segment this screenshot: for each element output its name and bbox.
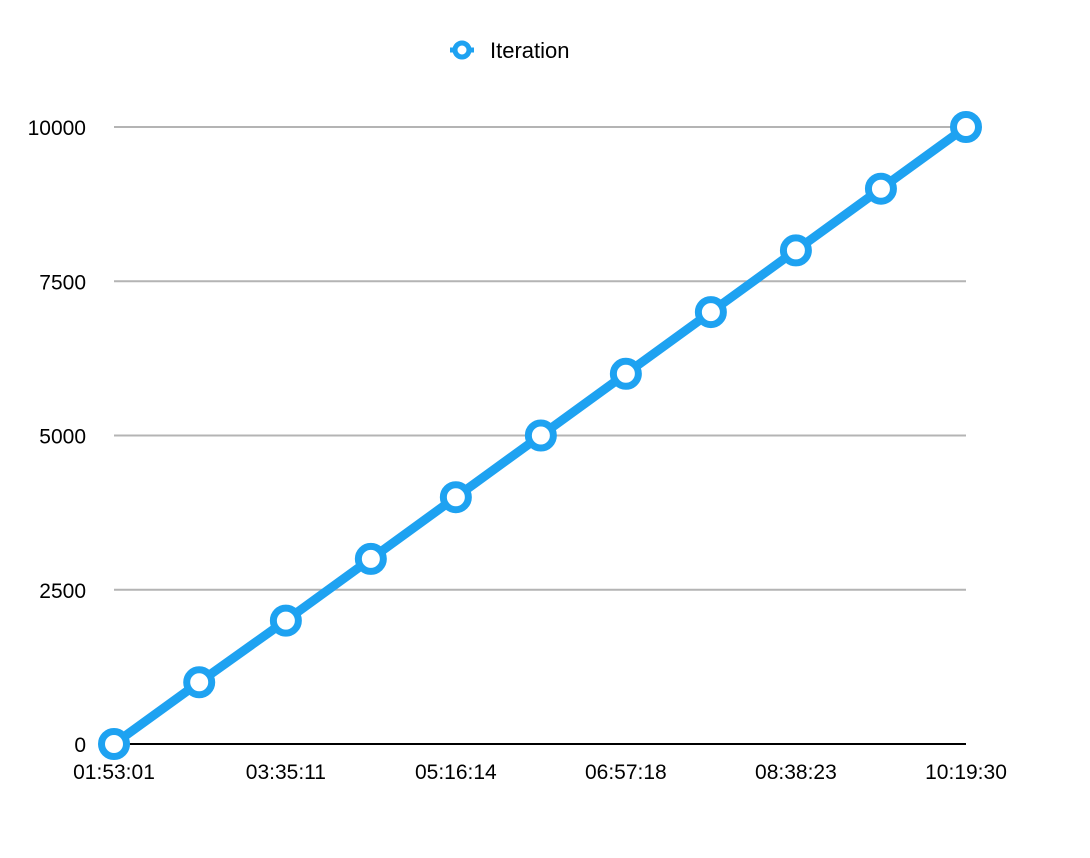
data-point (269, 604, 302, 637)
data-point (694, 296, 727, 329)
y-tick-label: 2500 (39, 580, 86, 603)
y-tick-label: 10000 (28, 117, 86, 140)
x-tick-label: 10:19:30 (925, 761, 1007, 784)
x-tick-label: 01:53:01 (73, 761, 155, 784)
legend-label-iteration: Iteration (490, 38, 570, 63)
legend (450, 40, 474, 60)
x-tick-label: 03:35:11 (246, 761, 326, 784)
data-point (779, 234, 812, 267)
data-point (354, 542, 387, 575)
legend-marker (452, 40, 472, 60)
data-point (524, 419, 557, 452)
y-tick-label: 5000 (39, 426, 86, 449)
x-tick-label: 06:57:18 (585, 761, 667, 784)
data-point (439, 481, 472, 514)
x-tick-label: 08:38:23 (755, 761, 837, 784)
data-point (950, 111, 982, 143)
y-tick-label: 7500 (39, 271, 86, 294)
data-point (183, 666, 216, 699)
data-point (98, 728, 130, 760)
x-tick-label: 05:16:14 (415, 761, 497, 784)
y-tick-label: 0 (74, 734, 86, 757)
data-point (609, 357, 642, 390)
data-point (864, 172, 897, 205)
